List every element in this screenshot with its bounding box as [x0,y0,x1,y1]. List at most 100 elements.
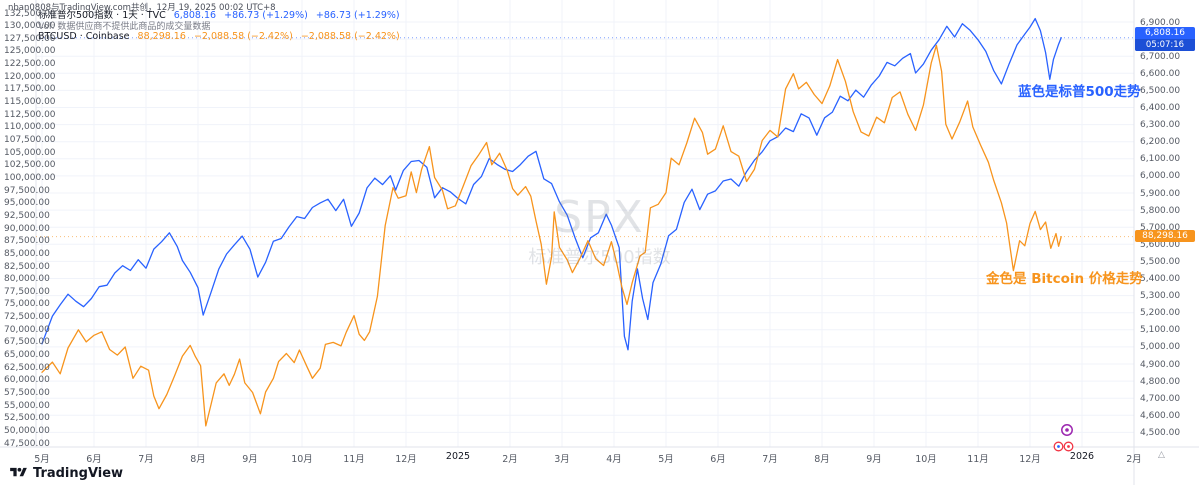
btc-change: −2,088.58 (−2.42%) [193,31,293,42]
right-axis-tick: 6,400.00 [1140,103,1181,113]
spx-annotation-text[interactable]: 蓝色是标普500走势 [1018,84,1141,100]
left-axis-tick: 107,500.00 [4,135,56,145]
right-axis-tick: 6,100.00 [1140,154,1181,165]
tradingview-logo-icon [10,464,27,483]
right-axis-tick: 6,500.00 [1140,85,1181,96]
time-axis-tick: 3月 [554,454,570,465]
right-axis-tick: 5,900.00 [1140,188,1181,199]
spx-bar-countdown: 05:07:16 [1135,38,1195,51]
left-axis-tick: 65,000.00 [4,350,50,361]
left-axis-tick: 105,000.00 [4,147,56,158]
legend-row-volume: Vol: 数据供应商不提供此商品的成交量数据 [38,22,400,33]
left-axis-tick: 55,000.00 [4,400,50,411]
left-axis-tick: 92,500.00 [4,210,50,221]
left-axis-tick: 95,000.00 [4,198,50,209]
time-axis-tick: 11月 [343,454,365,465]
left-axis-tick: 77,500.00 [4,286,50,297]
time-axis-tick: 5月 [658,454,674,465]
left-axis-tick: 90,000.00 [4,223,50,234]
left-axis-tick: 47,500.00 [4,438,50,449]
right-axis-tick: 5,100.00 [1140,325,1181,336]
time-axis-tick: 9月 [866,454,882,465]
left-axis-tick: 132,500.00 [4,8,56,19]
left-axis-tick: 112,500.00 [4,109,56,120]
time-axis-tick: 9月 [242,454,258,465]
right-axis-tick: 4,900.00 [1140,359,1181,370]
right-axis-tick: 5,800.00 [1140,205,1181,216]
left-axis-tick: 52,500.00 [4,413,50,424]
time-axis-tick: 12月 [395,454,417,465]
right-axis-tick: 6,600.00 [1140,68,1181,79]
event-marker-purple-icon[interactable] [1060,422,1074,441]
time-axis-tick: 6月 [86,454,102,465]
right-axis-tick: 6,900.00 [1140,17,1181,28]
volume-note: Vol: 数据供应商不提供此商品的成交量数据 [38,21,211,32]
left-axis-tick: 97,500.00 [4,185,50,196]
time-axis-tick: 2026 [1069,451,1095,462]
left-axis-tick: 110,000.00 [4,122,56,133]
time-axis-tick: 8月 [814,454,830,465]
left-axis-tick: 60,000.00 [4,375,50,386]
left-axis-tick: 125,000.00 [4,46,56,57]
time-axis-tick: 2月 [502,454,518,465]
chart-legend[interactable]: 标准普尔500指数 · 1天 · TVC 6,808.16 +86.73 (+1… [38,10,400,43]
right-axis-tick: 4,600.00 [1140,410,1181,421]
left-axis-tick: 100,000.00 [4,172,56,183]
triangle-icon[interactable]: △ [1158,450,1165,460]
btc-annotation-text[interactable]: 金色是 Bitcoin 价格走势 [986,271,1143,287]
left-axis-tick: 57,500.00 [4,388,50,398]
spx-change-secondary: +86.73 (+1.29%) [315,10,400,21]
time-axis-tick: 2025 [445,451,471,462]
left-axis-tick: 102,500.00 [4,160,56,171]
spx-series-line[interactable] [41,17,1062,351]
left-axis-tick: 85,000.00 [4,248,50,259]
right-axis-tick: 5,700.00 [1140,222,1181,233]
left-axis-tick: 122,500.00 [4,59,56,70]
left-axis-tick: 62,500.00 [4,362,50,373]
right-axis-tick: 5,200.00 [1140,308,1181,319]
left-axis-tick: 120,000.00 [4,71,56,82]
btc-symbol-title[interactable]: BTCUSD · Coinbase [38,31,130,42]
time-axis-tick: 5月 [34,454,50,465]
time-axis-tick: 12月 [1019,454,1041,465]
right-axis-tick: 6,200.00 [1140,137,1181,148]
spx-change: +86.73 (+1.29%) [224,10,308,21]
right-axis-tick: 6,700.00 [1140,51,1181,62]
legend-row-spx[interactable]: 标准普尔500指数 · 1天 · TVC 6,808.16 +86.73 (+1… [38,10,400,22]
left-axis-tick: 82,500.00 [4,261,50,272]
left-axis-tick: 87,500.00 [4,236,50,247]
right-axis-tick: 4,500.00 [1140,427,1181,438]
left-axis-tick: 50,000.00 [4,425,50,436]
time-axis-tick: 10月 [291,454,313,465]
tradingview-logo-text: TradingView [33,466,124,481]
btc-price-tag: 88,298.16 [1135,230,1195,243]
left-axis-tick: 130,000.00 [4,21,56,32]
legend-row-btc[interactable]: BTCUSD · Coinbase 88,298.16 −2,088.58 (−… [38,31,400,43]
left-axis-tick: 115,000.00 [4,97,56,108]
btc-series-line[interactable] [41,44,1062,427]
event-marker-red-icon[interactable] [1053,437,1075,456]
spx-tag-value: 6,808.16 [1144,27,1186,38]
time-axis-tick: 7月 [138,454,154,465]
left-axis-tick: 80,000.00 [4,274,50,285]
spx-symbol-title[interactable]: 标准普尔500指数 · 1天 · TVC [38,10,166,21]
time-axis-tick: 7月 [762,454,778,465]
right-axis-tick: 5,300.00 [1140,291,1181,302]
right-axis-tick: 5,600.00 [1140,239,1181,250]
left-axis-tick: 117,500.00 [4,84,56,95]
left-axis-tick: 127,500.00 [4,33,56,44]
right-axis-tick: 4,700.00 [1140,393,1181,404]
right-axis-tick: 5,500.00 [1140,256,1181,267]
btc-last-price: 88,298.16 [137,31,186,42]
left-axis-tick: 75,000.00 [4,299,50,310]
right-axis-tick: 6,300.00 [1140,120,1181,131]
right-axis-tick: 5,400.00 [1140,274,1181,284]
left-axis-tick: 72,500.00 [4,312,50,323]
tradingview-footer[interactable]: TradingView [10,464,123,483]
time-axis-tick: 10月 [915,454,937,465]
time-axis-tick: 8月 [190,454,206,465]
left-axis-tick: 67,500.00 [4,337,50,348]
spx-last-price: 6,808.16 [173,10,217,21]
left-axis-tick: 70,000.00 [4,324,50,335]
